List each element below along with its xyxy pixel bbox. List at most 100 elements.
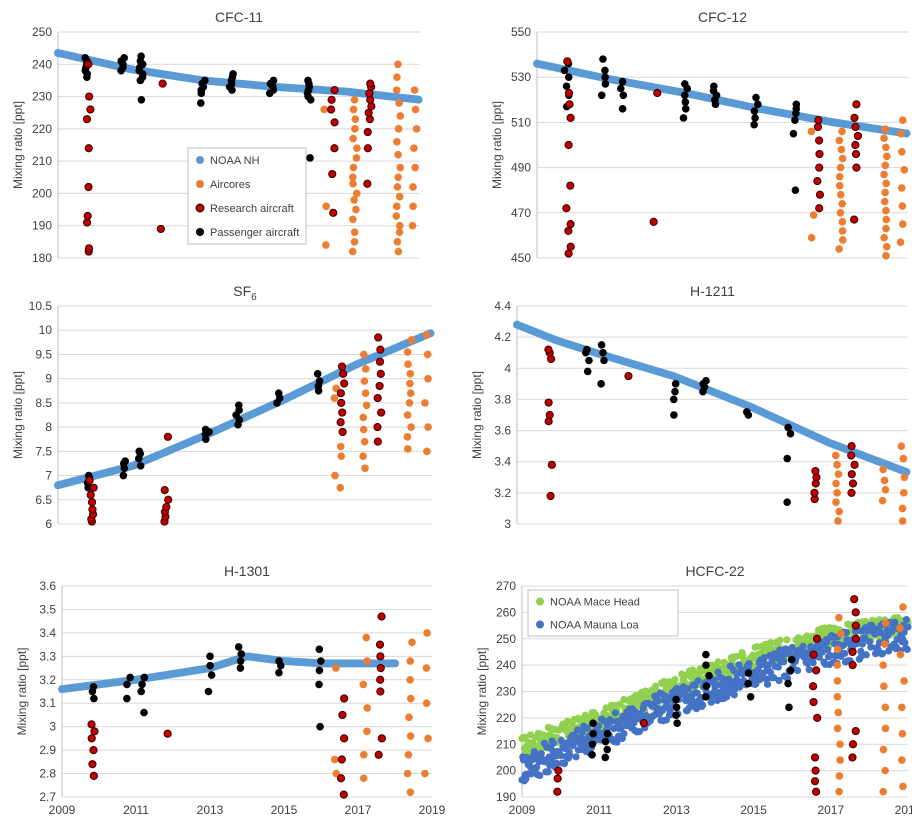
passenger-point — [306, 154, 314, 162]
research-point — [565, 100, 574, 109]
passenger-point — [138, 680, 146, 689]
research-point — [375, 381, 384, 391]
research-point — [89, 771, 98, 781]
passenger-point — [601, 753, 610, 762]
passenger-point — [681, 98, 690, 106]
research-point — [374, 333, 383, 342]
aircores-point — [363, 727, 371, 736]
legend-marker — [195, 203, 205, 213]
aircores-point — [405, 399, 414, 407]
passenger-point — [229, 70, 237, 78]
mace-head-point — [766, 639, 775, 647]
aircores-point — [834, 708, 843, 717]
aircores-point — [835, 181, 844, 190]
aircores-point — [393, 137, 401, 146]
mauna-loa-point — [760, 653, 769, 662]
x-tick-label: 2019 — [895, 803, 912, 817]
aircores-point — [898, 517, 907, 525]
research-point — [162, 502, 171, 512]
research-point — [376, 345, 385, 354]
research-point — [363, 144, 372, 153]
research-point — [815, 204, 824, 213]
y-tick-label: 490 — [511, 161, 531, 175]
y-axis-label: Mixing ratio [ppt] — [11, 371, 25, 459]
passenger-point — [680, 91, 689, 100]
research-point — [336, 389, 345, 398]
y-tick-label: 3 — [49, 720, 56, 734]
aircores-point — [359, 680, 368, 689]
aircores-point — [881, 161, 890, 170]
passenger-point — [123, 680, 131, 689]
research-point — [87, 720, 96, 729]
y-tick-label: 190 — [496, 790, 516, 804]
aircores-point — [422, 699, 431, 708]
y-tick-label: 180 — [32, 251, 52, 265]
aircores-point — [837, 145, 846, 154]
y-tick-label: 3.4 — [494, 455, 511, 469]
aircores-point — [409, 202, 417, 211]
passenger-point — [601, 66, 609, 75]
research-point — [847, 488, 856, 497]
aircores-point — [879, 661, 887, 669]
aircores-point — [362, 633, 371, 642]
aircores-point — [898, 147, 906, 156]
aircores-point — [835, 136, 844, 145]
aircores-point — [836, 190, 845, 199]
mauna-loa-point — [584, 724, 592, 732]
aircores-point — [882, 224, 890, 233]
aircores-point — [882, 179, 890, 188]
aircores-point — [404, 751, 413, 759]
noaa-nh-point — [902, 129, 911, 138]
research-point — [566, 113, 575, 122]
aircores-point — [898, 703, 906, 712]
aircores-point — [394, 150, 402, 159]
research-point — [812, 634, 822, 643]
aircores-point — [407, 336, 416, 344]
research-point — [851, 122, 860, 132]
research-point — [90, 727, 99, 736]
passenger-point — [705, 671, 713, 680]
research-point — [375, 357, 385, 366]
mauna-loa-point — [610, 724, 618, 733]
aircores-point — [405, 713, 413, 722]
mauna-loa-point — [839, 641, 847, 650]
passenger-point — [90, 694, 98, 703]
aircores-point — [900, 473, 909, 482]
passenger-point — [787, 656, 796, 664]
aircores-point — [393, 183, 402, 191]
aircores-point — [406, 657, 415, 665]
aircores-point — [360, 377, 369, 385]
aircores-point — [330, 755, 339, 764]
passenger-point — [81, 54, 89, 62]
passenger-point — [119, 471, 128, 480]
x-tick-label: 2015 — [271, 803, 298, 817]
passenger-point — [234, 643, 243, 651]
mauna-loa-point — [891, 618, 899, 626]
aircores-point — [880, 476, 889, 485]
y-tick-label: 3.8 — [494, 392, 511, 406]
y-tick-label: 6 — [45, 517, 52, 531]
chart-title-text: H-1211 — [690, 283, 735, 299]
research-point — [86, 490, 95, 500]
legend-label: NOAA Mauna Loa — [550, 620, 640, 632]
passenger-point — [679, 114, 688, 122]
passenger-point — [710, 82, 718, 91]
legend-label: Passenger aircraft — [210, 227, 299, 239]
x-tick-label: 2009 — [509, 803, 536, 817]
legend-label: Research aircraft — [210, 203, 294, 215]
passenger-point — [783, 454, 792, 463]
research-point — [847, 470, 856, 479]
chart-title-text: CFC-12 — [698, 9, 747, 25]
aircores-point — [359, 452, 367, 460]
y-tick-label: 3.5 — [39, 602, 56, 616]
passenger-point — [583, 345, 591, 354]
research-point — [89, 746, 98, 755]
aircores-point — [897, 184, 906, 192]
aircores-point — [882, 143, 890, 152]
mace-head-point — [783, 636, 791, 644]
y-tick-label: 4.2 — [494, 330, 511, 344]
aircores-point — [395, 228, 404, 236]
aircores-point — [882, 206, 890, 215]
research-point — [337, 398, 346, 407]
passenger-point — [137, 687, 145, 696]
